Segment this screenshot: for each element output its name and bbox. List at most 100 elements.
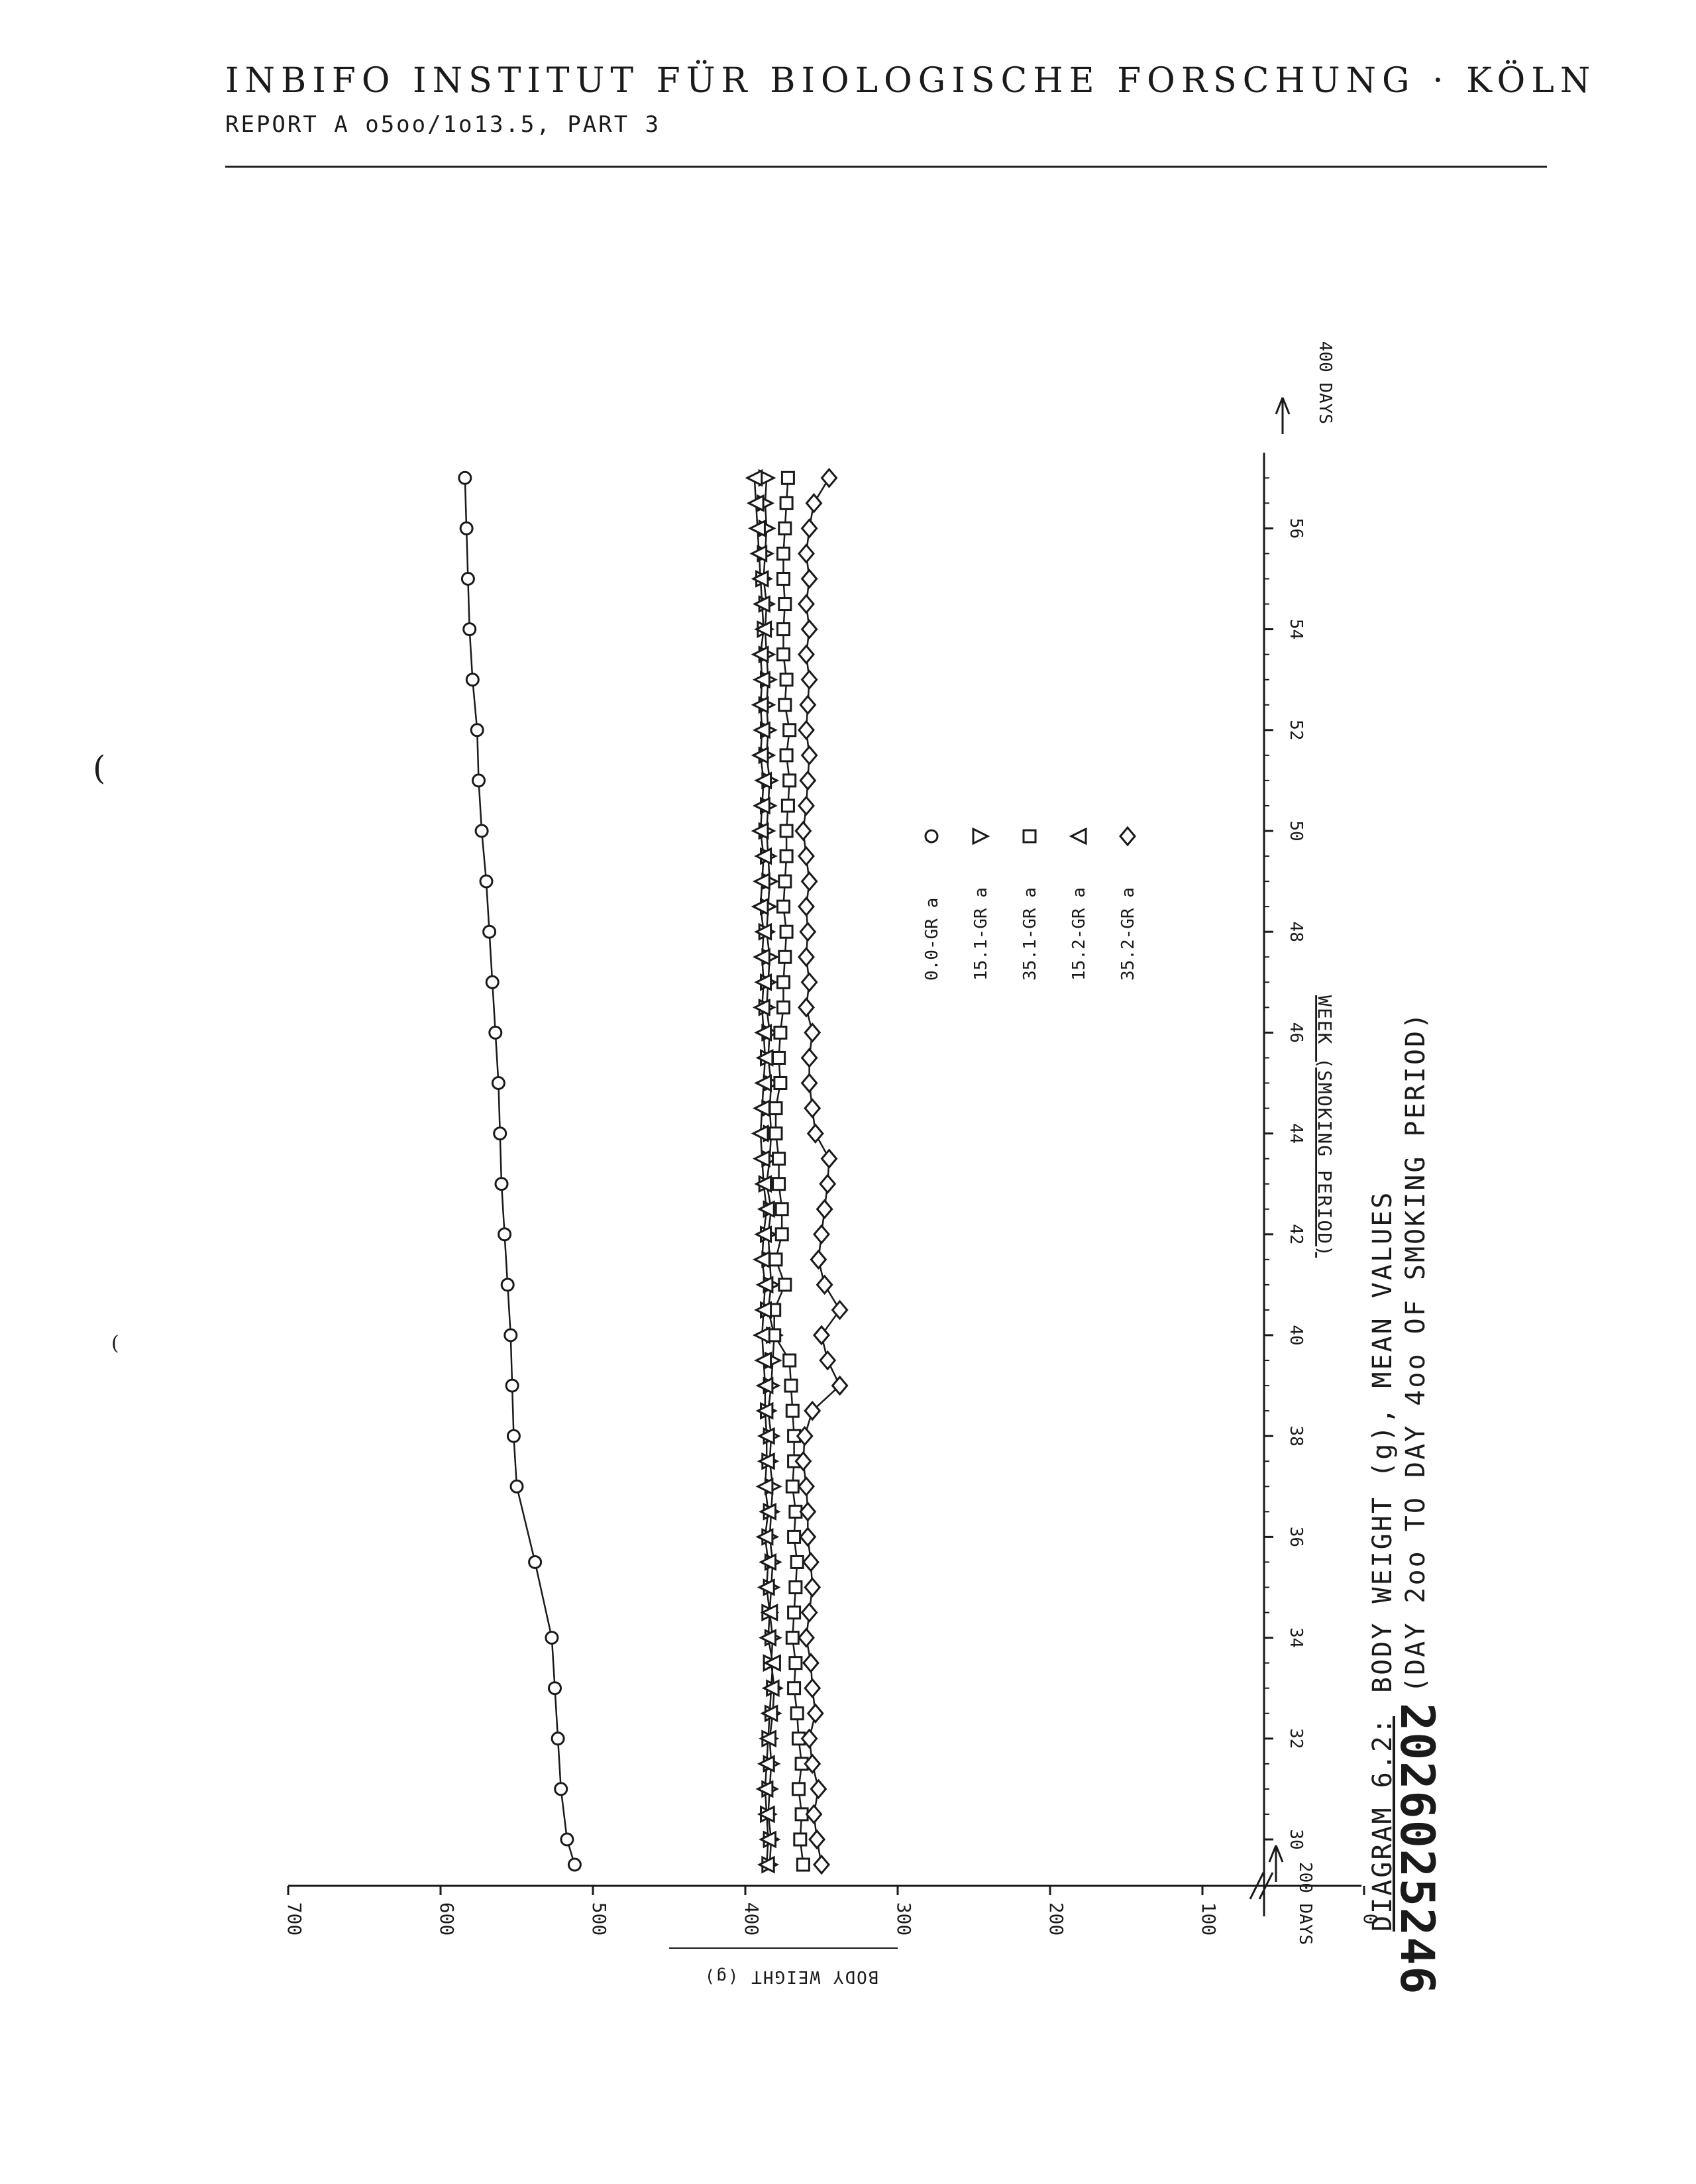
- data-point: [768, 1126, 783, 1141]
- data-point: [772, 1152, 786, 1166]
- data-point: [498, 1227, 512, 1242]
- data-point: [754, 1301, 772, 1319]
- data-point: [755, 1376, 774, 1395]
- data-point: [778, 521, 792, 535]
- data-point: [800, 1048, 818, 1068]
- data-point: [759, 1830, 776, 1849]
- x-tick-label: 34: [1286, 1627, 1306, 1648]
- series-line: [464, 478, 576, 1865]
- y-tick-label: 400: [741, 1902, 763, 1936]
- data-point: [462, 622, 477, 637]
- y-tick-label: 200: [1045, 1902, 1067, 1936]
- chart-series: [458, 467, 849, 1875]
- data-point: [798, 644, 815, 665]
- data-point: [779, 673, 794, 687]
- scan-mark: (: [111, 1332, 119, 1355]
- data-point: [798, 594, 815, 614]
- data-point: [751, 645, 769, 664]
- x-start-day-label: 200 DAYS: [1295, 1862, 1315, 1945]
- data-point: [776, 1000, 790, 1014]
- data-point: [778, 950, 792, 964]
- data-point: [798, 543, 815, 564]
- data-point: [799, 1502, 817, 1522]
- data-point: [779, 924, 794, 939]
- data-point: [757, 1578, 775, 1596]
- data-point: [773, 1025, 788, 1040]
- legend-marker: [1069, 827, 1087, 846]
- data-point: [788, 1580, 803, 1594]
- header-report-number: REPORT A o5oo/1o13.5, PART 3: [225, 111, 661, 138]
- data-point: [782, 723, 797, 737]
- data-point: [810, 1778, 827, 1800]
- data-point: [800, 745, 818, 766]
- data-point: [799, 770, 817, 791]
- y-tick-label: 0: [1359, 1914, 1381, 1925]
- y-axis-title: BODY WEIGHT (g): [704, 1967, 879, 1987]
- data-point: [548, 1681, 562, 1696]
- data-point: [796, 1425, 814, 1447]
- data-point: [757, 1805, 775, 1824]
- legend-marker: [1119, 826, 1136, 847]
- data-point: [759, 1729, 776, 1748]
- legend-label: 15.2-GR a: [1069, 887, 1089, 981]
- data-point: [754, 922, 772, 941]
- data-point: [755, 1477, 774, 1496]
- data-point: [754, 771, 772, 790]
- data-point: [792, 1782, 806, 1796]
- data-point: [800, 518, 818, 539]
- data-point: [831, 1375, 849, 1396]
- data-point: [752, 1150, 770, 1168]
- data-point: [504, 1328, 518, 1342]
- data-point: [813, 1224, 830, 1245]
- data-point: [800, 669, 818, 690]
- data-point: [804, 1022, 822, 1043]
- data-point: [752, 948, 770, 966]
- data-point: [802, 1653, 820, 1673]
- data-point: [787, 1681, 802, 1696]
- data-point: [757, 1452, 775, 1470]
- data-point: [798, 846, 815, 867]
- data-point: [798, 997, 815, 1018]
- data-point: [754, 1175, 772, 1193]
- data-point: [813, 1854, 830, 1875]
- data-point: [751, 822, 769, 840]
- data-point: [754, 1023, 772, 1042]
- data-point: [794, 820, 812, 842]
- data-point: [752, 721, 770, 739]
- data-point: [819, 1350, 837, 1371]
- data-point: [776, 899, 790, 914]
- data-point: [804, 1098, 822, 1119]
- diagram-title: BODY WEIGHT (g), MEAN VALUES: [1367, 1191, 1398, 1693]
- y-tick-label: 100: [1198, 1902, 1220, 1936]
- data-point: [751, 746, 769, 765]
- data-point: [793, 1832, 808, 1847]
- data-point: [798, 896, 815, 917]
- data-point: [755, 1401, 774, 1420]
- data-point: [757, 1855, 775, 1874]
- data-point: [796, 1857, 810, 1872]
- data-point: [757, 1200, 775, 1219]
- data-point: [785, 1479, 800, 1494]
- x-tick-label: 42: [1286, 1224, 1306, 1244]
- chart-legend: 0.0-GR a 15.1-GR a 35.1-GR a 15.2-GR a 35.2-…: [922, 826, 1138, 981]
- data-point: [799, 1527, 817, 1547]
- data-point: [755, 1276, 774, 1294]
- x-tick-label: 40: [1286, 1325, 1306, 1345]
- data-point: [785, 1403, 800, 1418]
- data-point: [776, 546, 790, 561]
- data-point: [751, 1124, 769, 1143]
- data-point: [754, 1074, 772, 1092]
- data-point: [816, 1199, 833, 1220]
- x-end-day-label: 400 DAYS: [1315, 341, 1335, 424]
- data-point: [749, 545, 768, 563]
- data-point: [778, 874, 792, 889]
- data-point: [779, 849, 794, 863]
- data-point: [800, 569, 818, 589]
- data-point: [787, 1606, 802, 1620]
- x-tick-label: 56: [1286, 518, 1306, 539]
- series-diamond: [794, 467, 849, 1875]
- data-point: [554, 1782, 568, 1796]
- data-point: [759, 1502, 776, 1521]
- data-point: [754, 973, 772, 991]
